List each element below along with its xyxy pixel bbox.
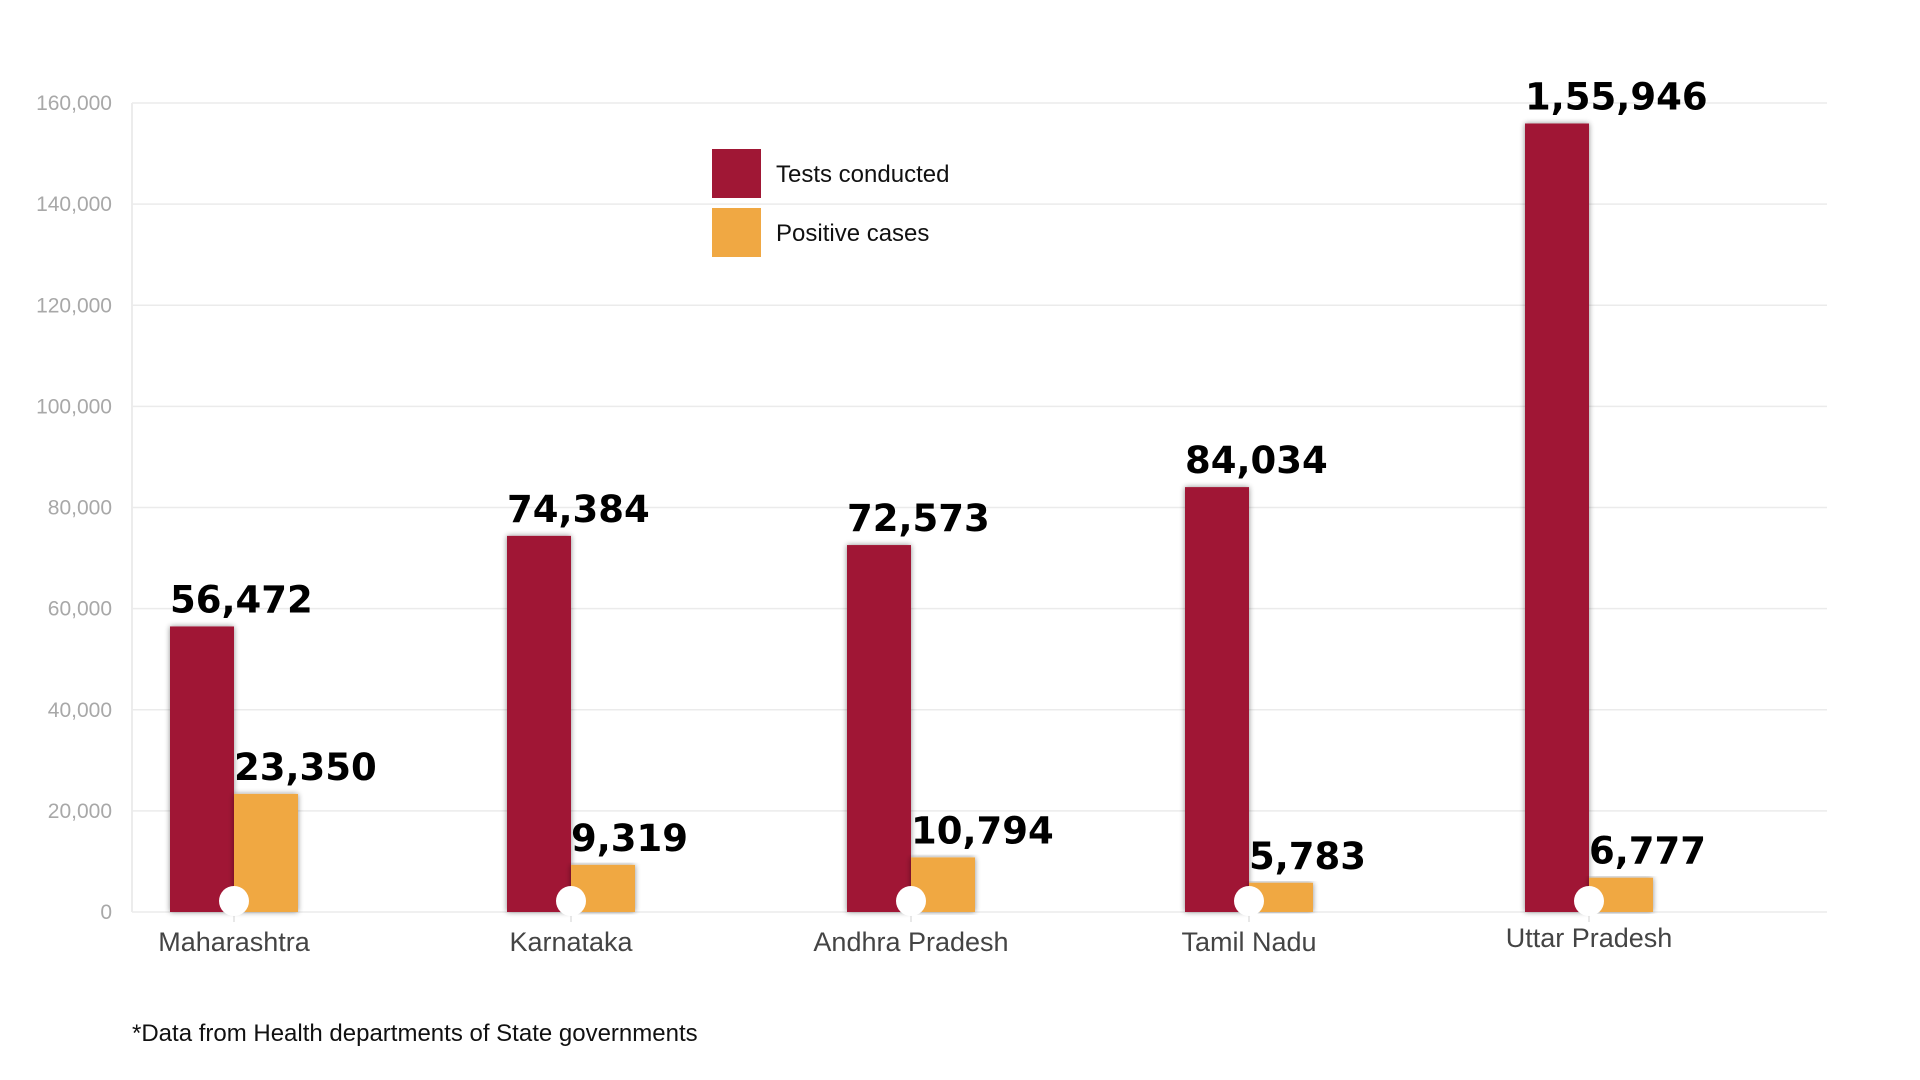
- y-tick-label: 40,000: [48, 699, 112, 722]
- legend-swatch-positive: [712, 208, 761, 257]
- data-label-positive: 5,783: [1249, 835, 1366, 878]
- y-tick-label: 80,000: [48, 497, 112, 520]
- legend-swatch-tests: [712, 149, 761, 198]
- y-tick-label: 20,000: [48, 800, 112, 823]
- y-tick-label: 100,000: [36, 395, 112, 418]
- data-label-tests: 56,472: [170, 578, 313, 621]
- marker-dot: [1574, 886, 1604, 916]
- legend-label-positive: Positive cases: [776, 220, 929, 247]
- x-category-label: Uttar Pradesh: [1506, 923, 1673, 953]
- x-category-label: Karnataka: [509, 927, 633, 957]
- y-axis-ticks: 0 20,000 40,000 60,000 80,000 100,000 120,000 1…: [36, 92, 112, 924]
- data-label-tests: 74,384: [507, 488, 650, 531]
- data-label-tests: 84,034: [1185, 439, 1328, 482]
- bar-tests: [1525, 123, 1589, 912]
- data-label-tests: 1,55,946: [1525, 75, 1708, 118]
- marker-dot: [896, 886, 926, 916]
- data-label-tests: 72,573: [847, 497, 990, 540]
- bar-tests: [1185, 487, 1249, 912]
- x-category-label: Tamil Nadu: [1181, 927, 1316, 957]
- y-tick-label: 0: [100, 901, 112, 924]
- bar-tests: [847, 545, 911, 912]
- data-label-positive: 6,777: [1589, 830, 1706, 873]
- footnote: *Data from Health departments of State g…: [132, 1020, 698, 1047]
- y-tick-label: 60,000: [48, 598, 112, 621]
- x-axis-labels: Maharashtra Karnataka Andhra Pradesh Tamil …: [158, 923, 1672, 957]
- y-tick-label: 120,000: [36, 294, 112, 317]
- marker-dot: [219, 886, 249, 916]
- bar-tests: [507, 535, 571, 912]
- y-tick-label: 160,000: [36, 92, 112, 115]
- y-tick-label: 140,000: [36, 193, 112, 216]
- legend: Tests conducted Positive cases: [712, 149, 949, 257]
- legend-label-tests: Tests conducted: [776, 161, 949, 188]
- bars: 56,472 23,350 74,384 9,319 72,573 10,794 84,03…: [170, 75, 1708, 916]
- x-category-label: Maharashtra: [158, 927, 311, 957]
- data-label-positive: 10,794: [911, 809, 1054, 852]
- marker-dot: [556, 886, 586, 916]
- data-label-positive: 9,319: [571, 817, 688, 860]
- bar-tests: [170, 626, 234, 912]
- gridlines: [131, 102, 1827, 922]
- marker-dot: [1234, 886, 1264, 916]
- data-label-positive: 23,350: [234, 746, 377, 789]
- x-category-label: Andhra Pradesh: [813, 927, 1008, 957]
